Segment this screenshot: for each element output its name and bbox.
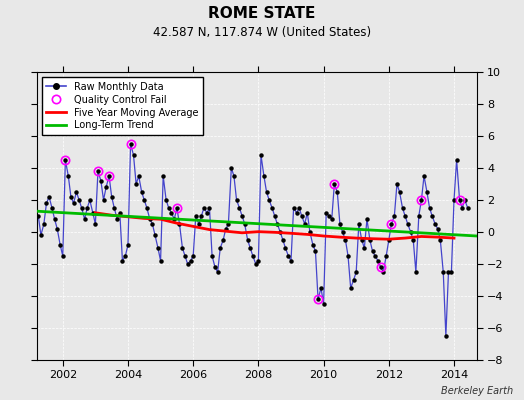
Text: Berkeley Earth: Berkeley Earth [441, 386, 514, 396]
Legend: Raw Monthly Data, Quality Control Fail, Five Year Moving Average, Long-Term Tren: Raw Monthly Data, Quality Control Fail, … [41, 77, 203, 135]
Text: 42.587 N, 117.874 W (United States): 42.587 N, 117.874 W (United States) [153, 26, 371, 39]
Text: ROME STATE: ROME STATE [209, 6, 315, 21]
Y-axis label: Temperature Anomaly (°C): Temperature Anomaly (°C) [523, 142, 524, 290]
